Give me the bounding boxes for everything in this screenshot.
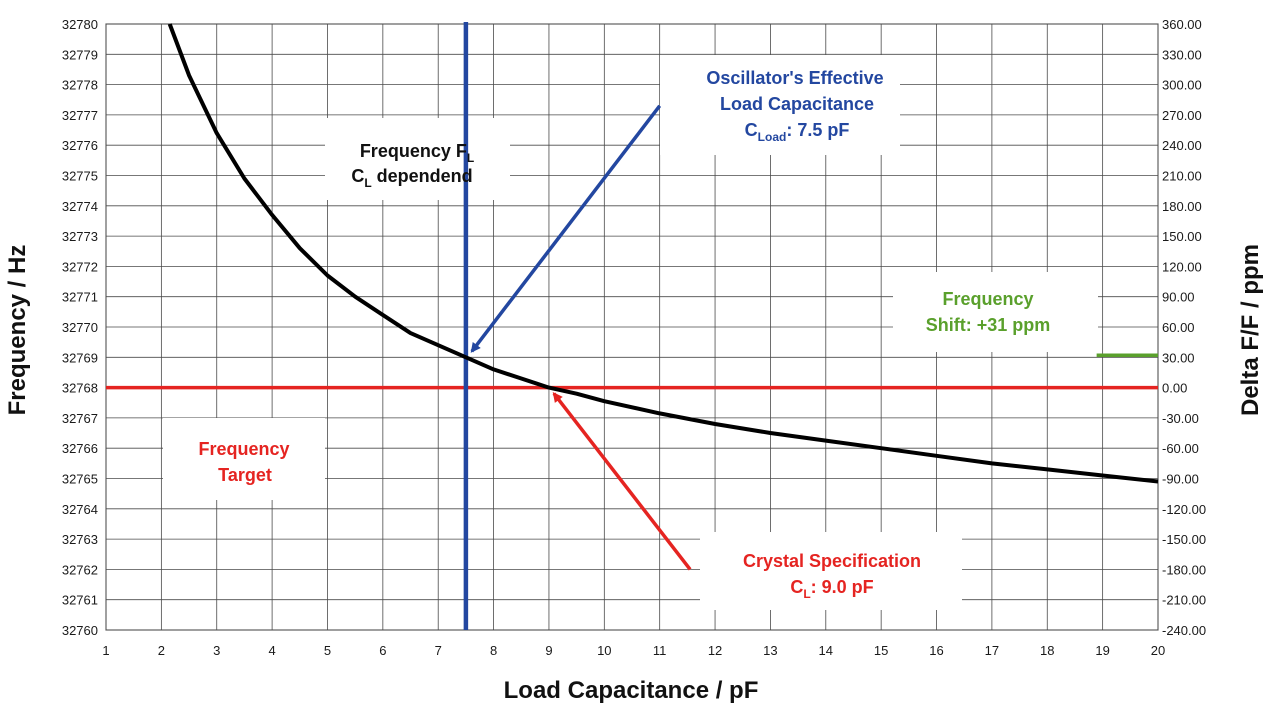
y2-tick-label: -30.00: [1162, 411, 1199, 426]
x-tick-label: 4: [268, 643, 275, 658]
y2-tick-label: 0.00: [1162, 381, 1187, 396]
x-tick-label: 12: [708, 643, 722, 658]
y-tick-label: 32775: [62, 169, 98, 184]
x-tick-label: 18: [1040, 643, 1054, 658]
annotation-frequency-fl-line1: Frequency FL: [360, 141, 474, 165]
y-tick-label: 32760: [62, 623, 98, 638]
y-tick-label: 32774: [62, 199, 98, 214]
annotation-frequency-shift-line2: Shift: +31 ppm: [926, 315, 1051, 335]
y-tick-label: 32769: [62, 350, 98, 365]
annotation-frequency-fl-line2: CL dependend: [351, 166, 472, 190]
y-tick-label: 32780: [62, 17, 98, 32]
y-tick-label: 32776: [62, 138, 98, 153]
y2-tick-label: -240.00: [1162, 623, 1206, 638]
x-tick-label: 14: [819, 643, 833, 658]
x-tick-label: 3: [213, 643, 220, 658]
annotation-frequency-target-line1: Frequency: [198, 439, 289, 459]
annotation-box-oscillator: [660, 55, 900, 155]
y-axis-title: Frequency / Hz: [4, 245, 31, 416]
annotation-crystal-line2: CL: 9.0 pF: [790, 577, 873, 601]
y2-tick-label: 150.00: [1162, 229, 1202, 244]
oscillator-arrow: [470, 104, 662, 353]
y-tick-label: 32761: [62, 593, 98, 608]
y2-tick-label: -210.00: [1162, 593, 1206, 608]
x-tick-label: 10: [597, 643, 611, 658]
y2-tick-label: 240.00: [1162, 138, 1202, 153]
x-tick-label: 9: [545, 643, 552, 658]
y2-tick-label: 360.00: [1162, 17, 1202, 32]
y2-tick-label: -180.00: [1162, 562, 1206, 577]
y-tick-label: 32767: [62, 411, 98, 426]
x-axis-ticks: 1 2 3 4 5 6 7 8 9 10 11 12 13 14 15 16 17 18 19 20: [102, 643, 1165, 658]
x-tick-label: 13: [763, 643, 777, 658]
y-tick-label: 32772: [62, 259, 98, 274]
y-tick-label: 32770: [62, 320, 98, 335]
x-tick-label: 6: [379, 643, 386, 658]
y-tick-label: 32765: [62, 472, 98, 487]
y2-tick-label: 120.00: [1162, 259, 1202, 274]
series-layer: [167, 23, 1159, 484]
annotation-box-crystal-spec: [700, 532, 962, 610]
x-tick-label: 20: [1151, 643, 1165, 658]
y2-axis-title: Delta F/F / ppm: [1237, 244, 1264, 416]
y2-tick-label: 300.00: [1162, 78, 1202, 93]
x-tick-label: 15: [874, 643, 888, 658]
frequency-curve: [167, 23, 1159, 484]
y-tick-label: 32768: [62, 381, 98, 396]
y2-tick-label: -60.00: [1162, 441, 1199, 456]
y-tick-label: 32779: [62, 47, 98, 62]
y2-tick-label: -120.00: [1162, 502, 1206, 517]
y-tick-label: 32762: [62, 562, 98, 577]
y-tick-label: 32764: [62, 502, 98, 517]
y2-tick-label: 180.00: [1162, 199, 1202, 214]
annotation-box-frequency-shift: [893, 272, 1098, 352]
annotation-oscillator-line1: Oscillator's Effective: [706, 68, 883, 88]
y2-axis-ticks: -240.00 -210.00 -180.00 -150.00 -120.00 -90.0…: [1162, 17, 1206, 638]
y-tick-label: 32777: [62, 108, 98, 123]
annotation-frequency-target-line2: Target: [218, 465, 272, 485]
y2-tick-label: -150.00: [1162, 532, 1206, 547]
x-tick-label: 17: [985, 643, 999, 658]
annotation-box-frequency-fl: [325, 118, 510, 200]
annotation-oscillator-line2: Load Capacitance: [720, 94, 874, 114]
y2-tick-label: 60.00: [1162, 320, 1195, 335]
x-tick-label: 1: [102, 643, 109, 658]
x-tick-label: 5: [324, 643, 331, 658]
y-tick-label: 32771: [62, 290, 98, 305]
x-tick-label: 7: [435, 643, 442, 658]
x-tick-label: 8: [490, 643, 497, 658]
y-axis-ticks: 32760 32761 32762 32763 32764 32765 32766 32767…: [62, 17, 98, 638]
y2-tick-label: 90.00: [1162, 290, 1195, 305]
reference-lines: [106, 22, 1158, 630]
y2-tick-label: 210.00: [1162, 169, 1202, 184]
annotation-oscillator-line3: CLoad: 7.5 pF: [745, 120, 850, 144]
x-tick-label: 2: [158, 643, 165, 658]
y2-tick-label: 30.00: [1162, 350, 1195, 365]
y-tick-label: 32763: [62, 532, 98, 547]
x-tick-label: 11: [653, 643, 667, 658]
annotation-frequency-shift-line1: Frequency: [942, 289, 1033, 309]
y2-tick-label: 330.00: [1162, 47, 1202, 62]
annotation-box-frequency-target: [163, 418, 325, 500]
annotation-arrows: [470, 104, 692, 571]
x-tick-label: 19: [1095, 643, 1109, 658]
y2-tick-label: 270.00: [1162, 108, 1202, 123]
y-tick-label: 32766: [62, 441, 98, 456]
x-axis-title: Load Capacitance / pF: [504, 677, 759, 704]
y2-tick-label: -90.00: [1162, 472, 1199, 487]
crystal-arrow: [552, 392, 692, 571]
annotation-crystal-line1: Crystal Specification: [743, 551, 921, 571]
y-tick-label: 32773: [62, 229, 98, 244]
x-tick-label: 16: [929, 643, 943, 658]
y-tick-label: 32778: [62, 78, 98, 93]
